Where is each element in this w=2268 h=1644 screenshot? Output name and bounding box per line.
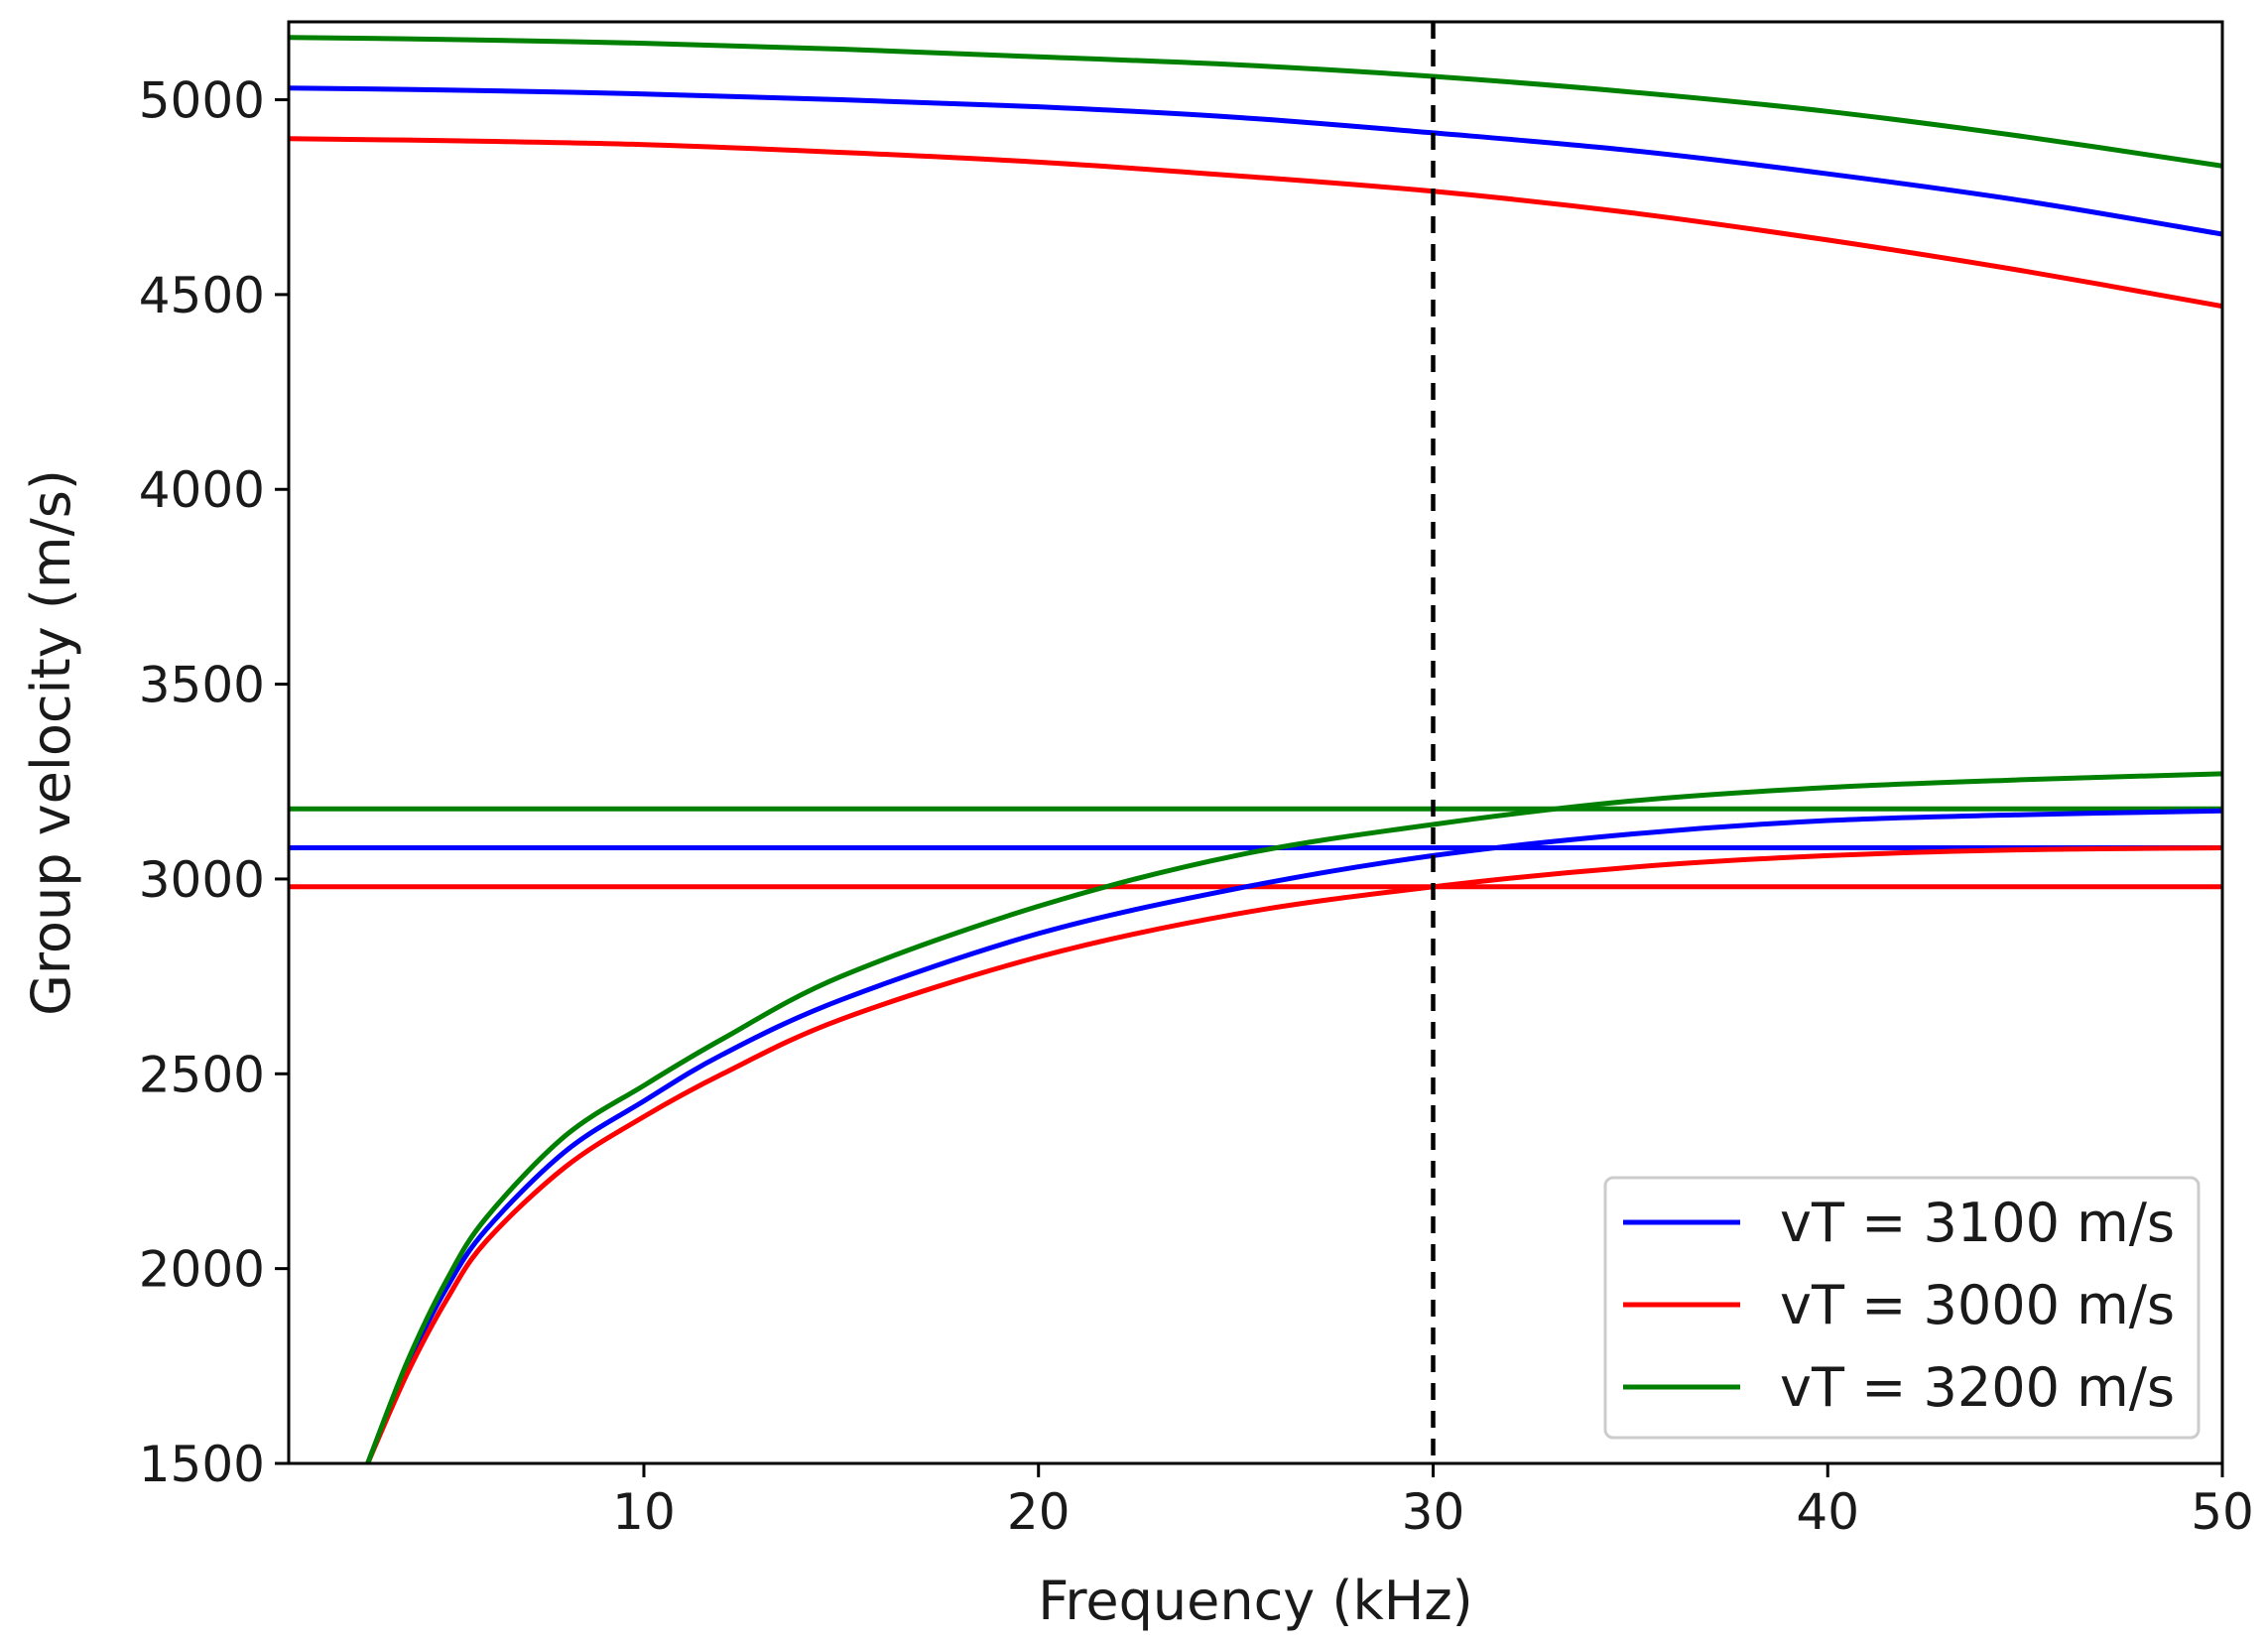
x-axis-label: Frequency (kHz) (1038, 1570, 1473, 1632)
series-0-upper-mode-line (289, 85, 2222, 237)
series-2-lower-mode-line (365, 771, 2222, 1463)
x-tick-label: 30 (1402, 1483, 1465, 1541)
x-tick-label: 50 (2191, 1483, 2254, 1541)
legend-label-0: vT = 3100 m/s (1780, 1192, 2175, 1254)
y-axis-label: Group velocity (m/s) (20, 469, 82, 1016)
legend: vT = 3100 m/s vT = 3000 m/s vT = 3200 m/s (1603, 1176, 2201, 1440)
y-tick-label: 3000 (139, 851, 265, 909)
y-tick-label: 3500 (139, 657, 265, 714)
legend-label-2: vT = 3200 m/s (1780, 1356, 2175, 1419)
y-tick-label: 5000 (139, 72, 265, 130)
y-tick-label: 1500 (139, 1436, 265, 1493)
axis-ticks: 10 20 30 40 50 1500 2000 2500 3000 3500 4000 4500 50… (139, 72, 2254, 1541)
y-tick-label: 4000 (139, 461, 265, 519)
y-tick-label: 2500 (139, 1046, 265, 1103)
y-tick-label: 2000 (139, 1241, 265, 1299)
x-tick-label: 40 (1796, 1483, 1859, 1541)
series-0-lower-mode-line (365, 808, 2222, 1463)
series-2-upper-mode-line (289, 35, 2222, 169)
series-1-upper-mode-line (289, 136, 2222, 310)
x-tick-label: 20 (1007, 1483, 1071, 1541)
legend-box (1603, 1176, 2201, 1440)
plot-frame (287, 20, 2224, 1465)
y-tick-label: 4500 (139, 267, 265, 324)
series-1-lower-mode-line (365, 845, 2222, 1463)
legend-label-1: vT = 3000 m/s (1780, 1274, 2175, 1336)
x-tick-label: 10 (612, 1483, 676, 1541)
plot-area (289, 22, 2222, 1463)
